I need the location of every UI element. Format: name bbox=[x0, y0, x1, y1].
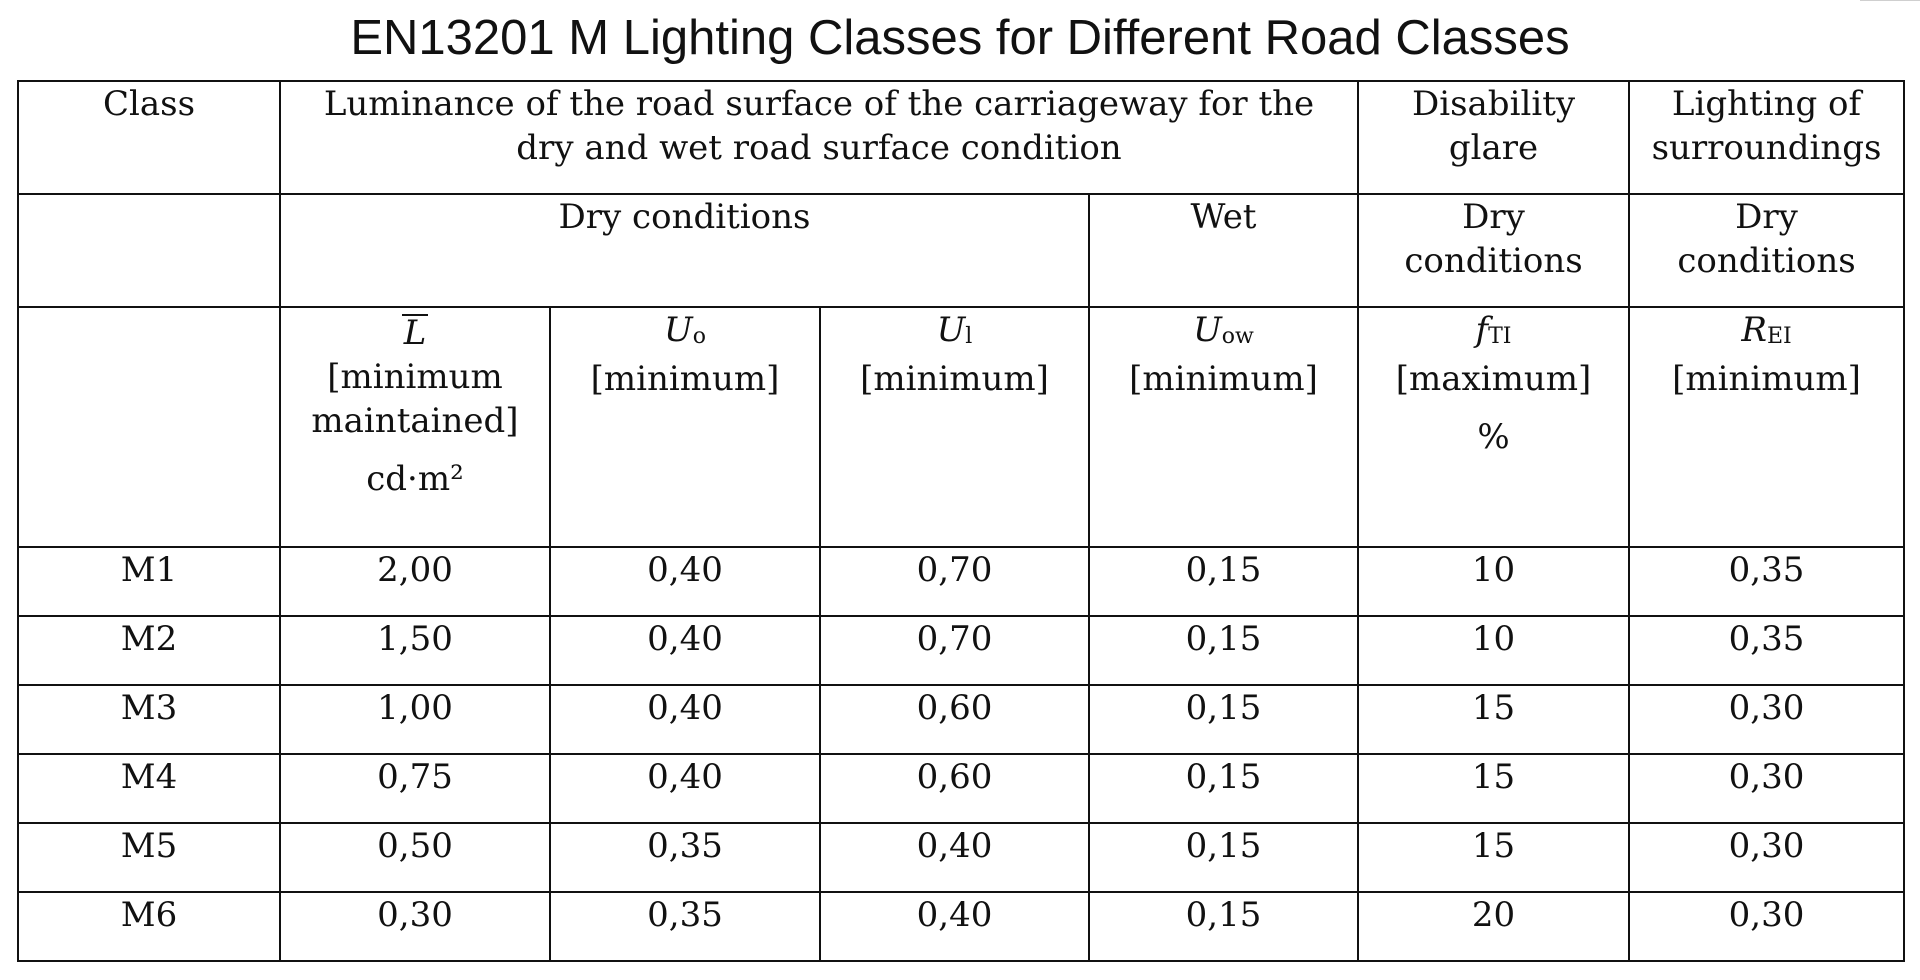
header-surroundings-group: Lighting of surroundings bbox=[1628, 80, 1906, 195]
cell-ul: 0,70 bbox=[819, 546, 1090, 617]
cell-uo: 0,35 bbox=[549, 822, 821, 893]
cell-fti: 10 bbox=[1357, 546, 1631, 617]
param-uow-symbol: Uow bbox=[1193, 310, 1254, 350]
header-empty-cell bbox=[17, 193, 281, 308]
table-row: M4 0,75 0,40 0,60 0,15 15 0,30 bbox=[17, 753, 1906, 824]
cell-uow: 0,15 bbox=[1087, 891, 1360, 962]
table-row: M2 1,50 0,40 0,70 0,15 10 0,35 bbox=[17, 615, 1906, 686]
header-glare-group: Disability glare bbox=[1357, 80, 1631, 195]
param-uo: Uo [minimum] bbox=[549, 306, 821, 548]
cell-class: M2 bbox=[17, 615, 281, 686]
header-empty-cell bbox=[17, 306, 281, 548]
table-row: M3 1,00 0,40 0,60 0,15 15 0,30 bbox=[17, 684, 1906, 755]
cell-ul: 0,70 bbox=[819, 615, 1090, 686]
cell-fti: 15 bbox=[1357, 684, 1631, 755]
param-rei: REI [minimum] bbox=[1628, 306, 1906, 548]
cell-l: 2,00 bbox=[279, 546, 551, 617]
cell-uo: 0,35 bbox=[549, 891, 821, 962]
page-title: EN13201 M Lighting Classes for Different… bbox=[350, 11, 1570, 65]
param-rei-symbol: REI bbox=[1741, 310, 1792, 350]
cell-class: M5 bbox=[17, 822, 281, 893]
param-fti: fTI [maximum] % bbox=[1357, 306, 1631, 548]
param-l-symbol: L bbox=[401, 313, 429, 353]
cell-uow: 0,15 bbox=[1087, 753, 1360, 824]
header-luminance-group: Luminance of the road surface of the car… bbox=[278, 80, 1360, 195]
header-surroundings-dry: Dry conditions bbox=[1628, 193, 1906, 308]
cell-class: M4 bbox=[17, 753, 281, 824]
cell-fti: 15 bbox=[1357, 822, 1631, 893]
param-l: L [minimum maintained] cd·m² bbox=[279, 306, 551, 548]
param-l-qualifier: [minimum maintained] bbox=[311, 357, 519, 441]
header-row-conditions: Dry conditions Wet Dry conditions Dry co… bbox=[17, 193, 1906, 308]
param-ul: Ul [minimum] bbox=[819, 306, 1090, 548]
param-uow: Uow [minimum] bbox=[1087, 306, 1360, 548]
cell-l: 0,75 bbox=[279, 753, 551, 824]
header-dry-conditions: Dry conditions bbox=[279, 193, 1090, 308]
header-class: Class bbox=[17, 80, 281, 195]
cell-uow: 0,15 bbox=[1087, 822, 1360, 893]
param-ul-symbol: Ul bbox=[936, 310, 973, 350]
param-rei-qualifier: [minimum] bbox=[1672, 359, 1861, 399]
cell-rei: 0,30 bbox=[1628, 822, 1906, 893]
cell-class: M1 bbox=[17, 546, 281, 617]
cell-class: M3 bbox=[17, 684, 281, 755]
cell-l: 0,50 bbox=[279, 822, 551, 893]
table-row: M1 2,00 0,40 0,70 0,15 10 0,35 bbox=[17, 546, 1906, 617]
cell-ul: 0,40 bbox=[819, 891, 1090, 962]
cell-class: M6 bbox=[17, 891, 281, 962]
param-l-unit: cd·m² bbox=[366, 459, 464, 499]
param-fti-symbol: fTI bbox=[1475, 310, 1512, 350]
cell-uo: 0,40 bbox=[549, 615, 821, 686]
lighting-classes-table: Class Luminance of the road surface of t… bbox=[17, 80, 1906, 962]
cell-rei: 0,35 bbox=[1628, 615, 1906, 686]
cell-uow: 0,15 bbox=[1087, 546, 1360, 617]
cell-uo: 0,40 bbox=[549, 546, 821, 617]
cell-uo: 0,40 bbox=[549, 684, 821, 755]
cell-uow: 0,15 bbox=[1087, 684, 1360, 755]
table-row: M6 0,30 0,35 0,40 0,15 20 0,30 bbox=[17, 891, 1906, 962]
param-ul-qualifier: [minimum] bbox=[860, 359, 1049, 399]
param-fti-qualifier: [maximum] bbox=[1395, 359, 1592, 399]
cell-fti: 20 bbox=[1357, 891, 1631, 962]
cell-ul: 0,60 bbox=[819, 684, 1090, 755]
cell-uow: 0,15 bbox=[1087, 615, 1360, 686]
cell-ul: 0,60 bbox=[819, 753, 1090, 824]
cell-fti: 15 bbox=[1357, 753, 1631, 824]
header-glare-dry: Dry conditions bbox=[1357, 193, 1631, 308]
header-row-parameters: L [minimum maintained] cd·m² Uo [minimum… bbox=[17, 306, 1906, 548]
cell-fti: 10 bbox=[1357, 615, 1631, 686]
cell-l: 1,50 bbox=[279, 615, 551, 686]
cell-rei: 0,30 bbox=[1628, 684, 1906, 755]
cell-l: 1,00 bbox=[279, 684, 551, 755]
corner-divider bbox=[1860, 0, 1920, 1]
cell-rei: 0,30 bbox=[1628, 891, 1906, 962]
header-wet: Wet bbox=[1087, 193, 1360, 308]
cell-l: 0,30 bbox=[279, 891, 551, 962]
param-uow-qualifier: [minimum] bbox=[1129, 359, 1318, 399]
param-uo-qualifier: [minimum] bbox=[590, 359, 780, 399]
cell-uo: 0,40 bbox=[549, 753, 821, 824]
cell-rei: 0,35 bbox=[1628, 546, 1906, 617]
table-row: M5 0,50 0,35 0,40 0,15 15 0,30 bbox=[17, 822, 1906, 893]
param-fti-unit: % bbox=[1477, 417, 1510, 457]
cell-ul: 0,40 bbox=[819, 822, 1090, 893]
cell-rei: 0,30 bbox=[1628, 753, 1906, 824]
header-row-groups: Class Luminance of the road surface of t… bbox=[17, 80, 1906, 195]
param-uo-symbol: Uo bbox=[664, 310, 706, 350]
